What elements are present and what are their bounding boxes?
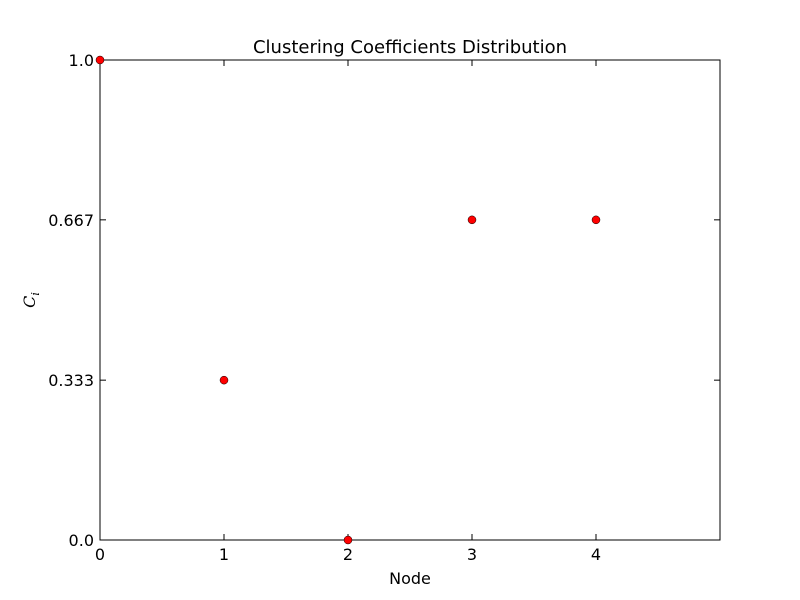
chart-title: Clustering Coefficients Distribution: [253, 37, 567, 58]
data-point: [343, 535, 353, 545]
data-point: [591, 215, 601, 225]
x-tick-label: 0: [95, 545, 105, 564]
x-tick-label: 4: [591, 545, 601, 564]
data-point: [95, 55, 105, 65]
y-tick-label: 1.0: [69, 51, 94, 70]
x-axis-label: Node: [389, 569, 431, 588]
y-axis-label-subscript: i: [29, 292, 42, 296]
x-tick-label: 2: [343, 545, 353, 564]
y-tick-label: 0.333: [48, 371, 94, 390]
axis-ticks: 0 1 2 3 4 0.0 0.333 0.667 1.0: [48, 51, 720, 564]
y-tick-label: 0.667: [48, 211, 94, 230]
x-tick-label: 3: [467, 545, 477, 564]
y-axis-label: Ci: [20, 292, 42, 308]
plot-area: [99, 59, 721, 541]
y-tick-label: 0.0: [69, 531, 94, 550]
data-points: [95, 55, 601, 545]
x-tick-label: 1: [219, 545, 229, 564]
data-point: [219, 375, 229, 385]
y-axis-label-symbol: C: [20, 296, 39, 308]
data-point: [467, 215, 477, 225]
